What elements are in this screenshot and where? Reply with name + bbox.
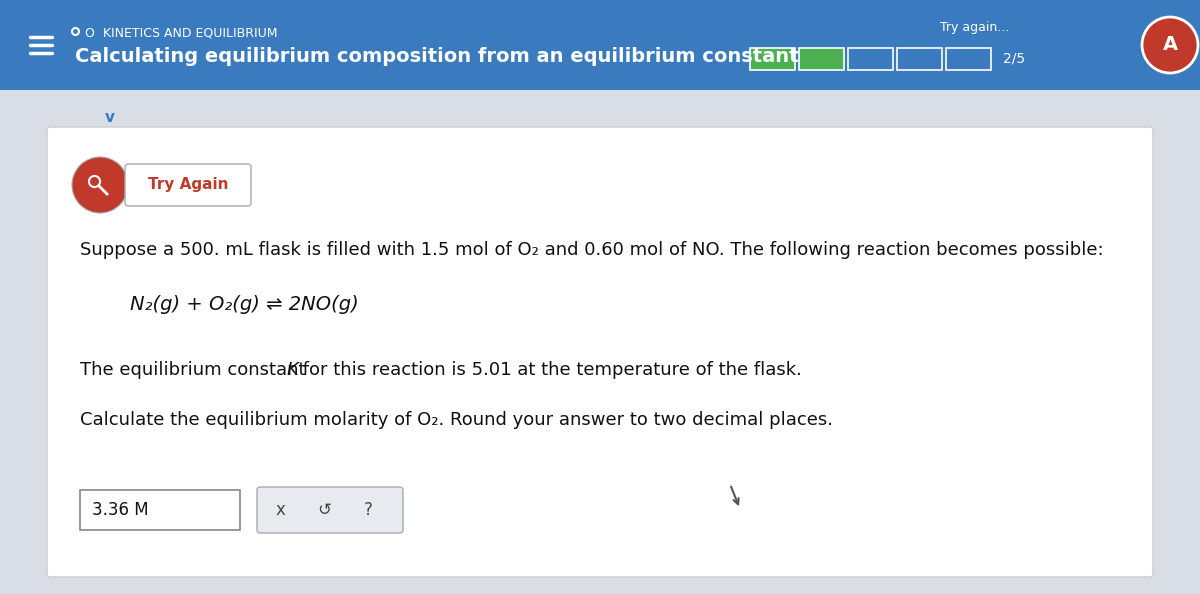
Text: O  KINETICS AND EQUILIBRIUM: O KINETICS AND EQUILIBRIUM bbox=[85, 27, 277, 39]
Text: Calculating equilibrium composition from an equilibrium constant: Calculating equilibrium composition from… bbox=[74, 48, 798, 67]
FancyBboxPatch shape bbox=[257, 487, 403, 533]
Bar bbox=[80, 490, 240, 530]
Bar bbox=[750, 48, 796, 70]
Text: 3.36 M: 3.36 M bbox=[92, 501, 149, 519]
Bar bbox=[848, 48, 893, 70]
FancyBboxPatch shape bbox=[125, 164, 251, 206]
Circle shape bbox=[72, 157, 128, 213]
Bar bbox=[799, 48, 844, 70]
Bar bbox=[898, 48, 942, 70]
Text: ?: ? bbox=[364, 501, 372, 519]
Text: Calculate the equilibrium molarity of O₂. Round your answer to two decimal place: Calculate the equilibrium molarity of O₂… bbox=[80, 411, 833, 429]
Text: x: x bbox=[275, 501, 284, 519]
Text: for this reaction is 5.01 at the temperature of the flask.: for this reaction is 5.01 at the tempera… bbox=[298, 361, 802, 379]
Bar bbox=[0, 0, 1200, 90]
Text: K: K bbox=[287, 361, 299, 379]
Text: Try again...: Try again... bbox=[940, 21, 1009, 33]
Text: ↺: ↺ bbox=[317, 501, 331, 519]
Bar bbox=[946, 48, 991, 70]
Text: A: A bbox=[1163, 36, 1177, 55]
Text: Try Again: Try Again bbox=[148, 178, 228, 192]
Text: v: v bbox=[106, 110, 115, 125]
Circle shape bbox=[1142, 17, 1198, 73]
FancyBboxPatch shape bbox=[47, 127, 1153, 577]
Text: The equilibrium constant: The equilibrium constant bbox=[80, 361, 311, 379]
Bar bbox=[0, 90, 1200, 594]
Text: 2/5: 2/5 bbox=[1003, 52, 1025, 66]
Text: Suppose a 500. mL flask is filled with 1.5 mol of O₂ and 0.60 mol of NO. The fol: Suppose a 500. mL flask is filled with 1… bbox=[80, 241, 1104, 259]
Text: N₂(g) + O₂(g) ⇌ 2NO(g): N₂(g) + O₂(g) ⇌ 2NO(g) bbox=[130, 295, 359, 314]
